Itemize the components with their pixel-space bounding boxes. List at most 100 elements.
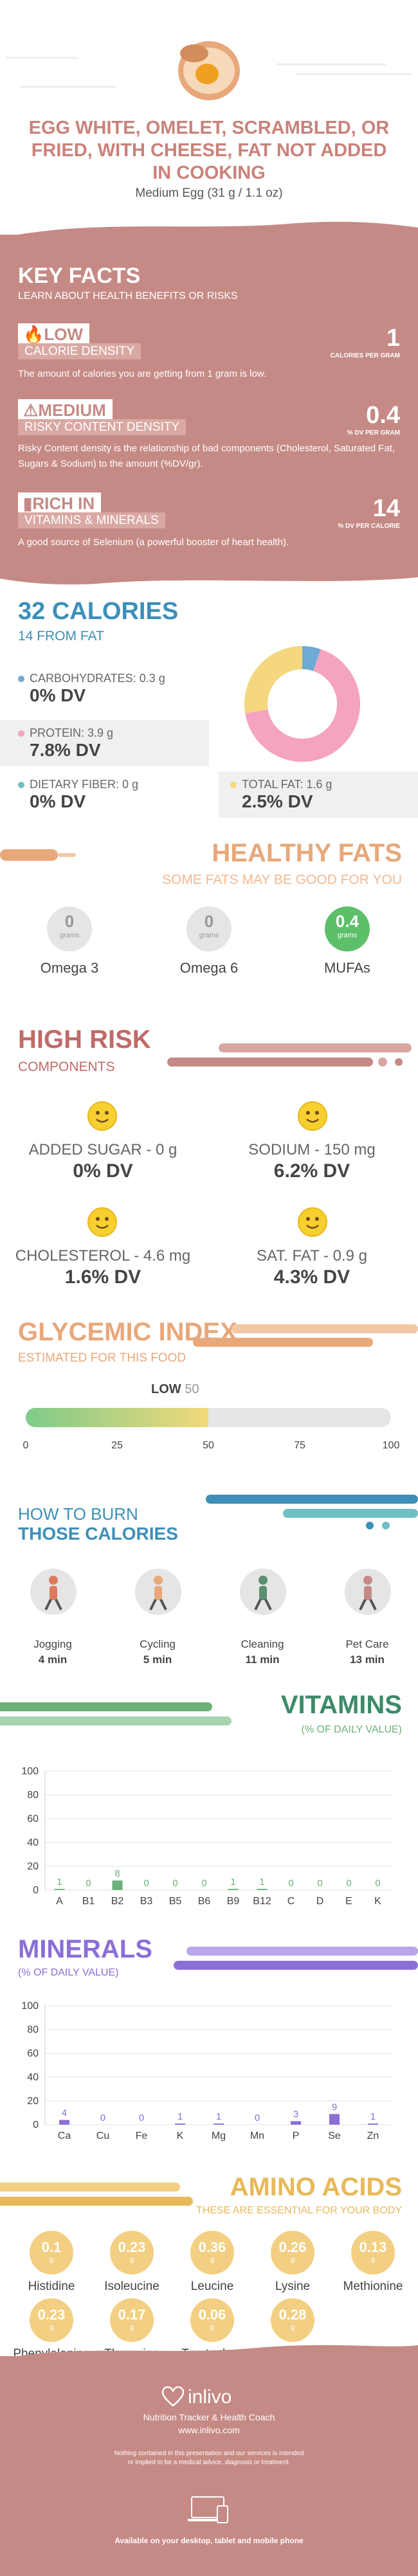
mineral-y-tick: 40: [27, 2072, 39, 2083]
vitamin-y-tick: 80: [27, 1790, 39, 1801]
glycemic-tick: 100: [382, 1440, 400, 1451]
glycemic-tick: 25: [111, 1440, 123, 1451]
amino-subtitle: THESE ARE ESSENTIAL FOR YOUR BODY: [195, 2205, 402, 2216]
egg-image: [168, 35, 250, 103]
devices-icon: [186, 2494, 232, 2526]
amino-label: Histidine: [28, 2280, 75, 2293]
key-facts-top-wave: [0, 219, 418, 238]
amino-label: Methionine: [343, 2280, 403, 2293]
vitamin-y-tick: 20: [27, 1861, 39, 1872]
activity-jogging-icon: [30, 1569, 77, 1615]
mineral-category-label: Ca: [58, 2130, 71, 2141]
mufas-value-circle: 0.4 grams: [325, 906, 370, 951]
mufas-label: MUFAs: [323, 960, 371, 976]
mineral-category-label: Zn: [367, 2130, 379, 2141]
key-facts-subtitle: LEARN ABOUT HEALTH BENEFITS OR RISKS: [18, 291, 238, 302]
amino-value-circle: 0.23 g: [30, 2298, 73, 2342]
calorie-density-unit: CALORIES PER GRAM: [330, 352, 400, 359]
amino-label: Isoleucine: [104, 2280, 159, 2293]
vitamin-y-tick: 0: [33, 1885, 39, 1896]
sat-fat-dv: 4.3% DV: [273, 1266, 350, 1288]
vitamin-category-label: C: [287, 1896, 295, 1907]
vitamin-y-tick: 40: [27, 1837, 39, 1848]
activity-time: 4 min: [38, 1653, 68, 1666]
vitamin-category-label: B12: [253, 1896, 271, 1907]
vitamin-value-label: 0: [86, 1878, 91, 1889]
amino-value-circle: 0.28 g: [271, 2298, 314, 2342]
minerals-subtitle: (% OF DAILY VALUE): [18, 1967, 119, 1978]
vitamin-y-tick: 60: [27, 1814, 39, 1824]
mineral-value-label: 0: [139, 2112, 144, 2123]
calorie-density-desc: The amount of calories you are getting f…: [18, 368, 267, 379]
vitamin-value-label: 1: [259, 1877, 264, 1887]
vitamin-category-label: B9: [227, 1896, 240, 1907]
calories-donut-chart: [244, 646, 360, 762]
high-risk-subtitle: COMPONENTS: [18, 1059, 115, 1074]
activity-label: Cycling: [140, 1638, 176, 1650]
high-risk-decoration: [161, 1038, 418, 1077]
mineral-category-label: Cu: [96, 2130, 109, 2141]
minerals-decoration: [174, 1941, 418, 1980]
carbs-dot: [18, 676, 24, 682]
mineral-bar: [329, 2114, 340, 2125]
omega6-label: Omega 6: [179, 960, 239, 976]
header-decoration: [0, 39, 418, 96]
mineral-y-tick: 20: [27, 2096, 39, 2107]
high-risk-title: HIGH RISK: [18, 1025, 151, 1054]
footer-url[interactable]: www.inlivo.com: [178, 2425, 240, 2435]
cholesterol-smile-icon: [87, 1207, 117, 1237]
glycemic-tick: 50: [203, 1440, 214, 1451]
risk-density-badge: ⚠MEDIUM RISKY CONTENT DENSITY: [18, 399, 186, 435]
vitamin-category-label: B2: [111, 1896, 124, 1907]
amino-value-circle: 0.36 g: [190, 2231, 234, 2274]
glycemic-subtitle: ESTIMATED FOR THIS FOOD: [18, 1351, 186, 1365]
mineral-y-tick: 100: [21, 2001, 39, 2012]
heart-logo-icon: [161, 2386, 185, 2407]
activity-label: Jogging: [33, 1638, 72, 1650]
calories-title: 32 CALORIES: [18, 598, 179, 625]
mineral-value-label: 0: [255, 2112, 260, 2123]
mineral-value-label: 0: [100, 2112, 105, 2123]
mineral-bar: [175, 2123, 185, 2125]
donut-slice-protein: [245, 649, 360, 762]
rich-in-value: 14: [372, 495, 400, 522]
glycemic-scale-bar: [26, 1408, 391, 1427]
sodium-smile-icon: [298, 1101, 327, 1131]
vitamin-bar: [257, 1889, 268, 1890]
burn-title-1: HOW TO BURN: [18, 1504, 138, 1524]
cholesterol-label: CHOLESTEROL - 4.6 mg: [15, 1247, 191, 1265]
activity-time: 13 min: [350, 1653, 385, 1666]
omega3-label: Omega 3: [40, 960, 99, 976]
amino-decoration: [0, 2176, 206, 2215]
vitamins-subtitle: (% OF DAILY VALUE): [301, 1724, 402, 1735]
activity-pet-care-icon: [345, 1569, 391, 1615]
added-sugar-dv: 0% DV: [73, 1160, 133, 1182]
key-facts-bottom-wave: [0, 572, 418, 588]
risk-density-desc: Risky Content density is the relationshi…: [18, 443, 395, 469]
donut-slice-fat: [244, 646, 303, 714]
vitamin-y-tick: 100: [21, 1766, 39, 1777]
omega3-value-circle: 0 grams: [47, 906, 92, 951]
activity-cleaning-icon: [240, 1569, 286, 1615]
vitamin-value-label: 1: [230, 1877, 235, 1887]
carbs-stat: CARBOHYDRATES: 0.3 g 0% DV: [18, 672, 211, 706]
vitamin-category-label: K: [374, 1896, 381, 1907]
vitamin-category-label: E: [345, 1896, 352, 1907]
calorie-density-value: 1: [386, 325, 400, 352]
page-title: EGG WHITE, OMELET, SCRAMBLED, OR FRIED, …: [28, 118, 390, 183]
mineral-category-label: Fe: [136, 2130, 148, 2141]
mineral-category-label: Mg: [212, 2130, 226, 2141]
healthy-fats-bar-left: [0, 847, 77, 866]
mineral-y-tick: 60: [27, 2048, 39, 2059]
glycemic-tick: 0: [23, 1440, 29, 1451]
amino-value-circle: 0.26 g: [271, 2231, 314, 2274]
vitamin-category-label: B3: [140, 1896, 153, 1907]
footer-top-wave: [0, 2340, 418, 2359]
mineral-category-label: Se: [328, 2130, 341, 2141]
vitamin-bar: [112, 1880, 123, 1890]
vitamin-value-label: 0: [201, 1878, 206, 1889]
healthy-fats-title: HEALTHY FATS: [212, 839, 402, 867]
glycemic-level: LOW 50: [151, 1382, 199, 1396]
vitamins-decoration: [0, 1697, 244, 1736]
mineral-bar: [59, 2120, 69, 2125]
